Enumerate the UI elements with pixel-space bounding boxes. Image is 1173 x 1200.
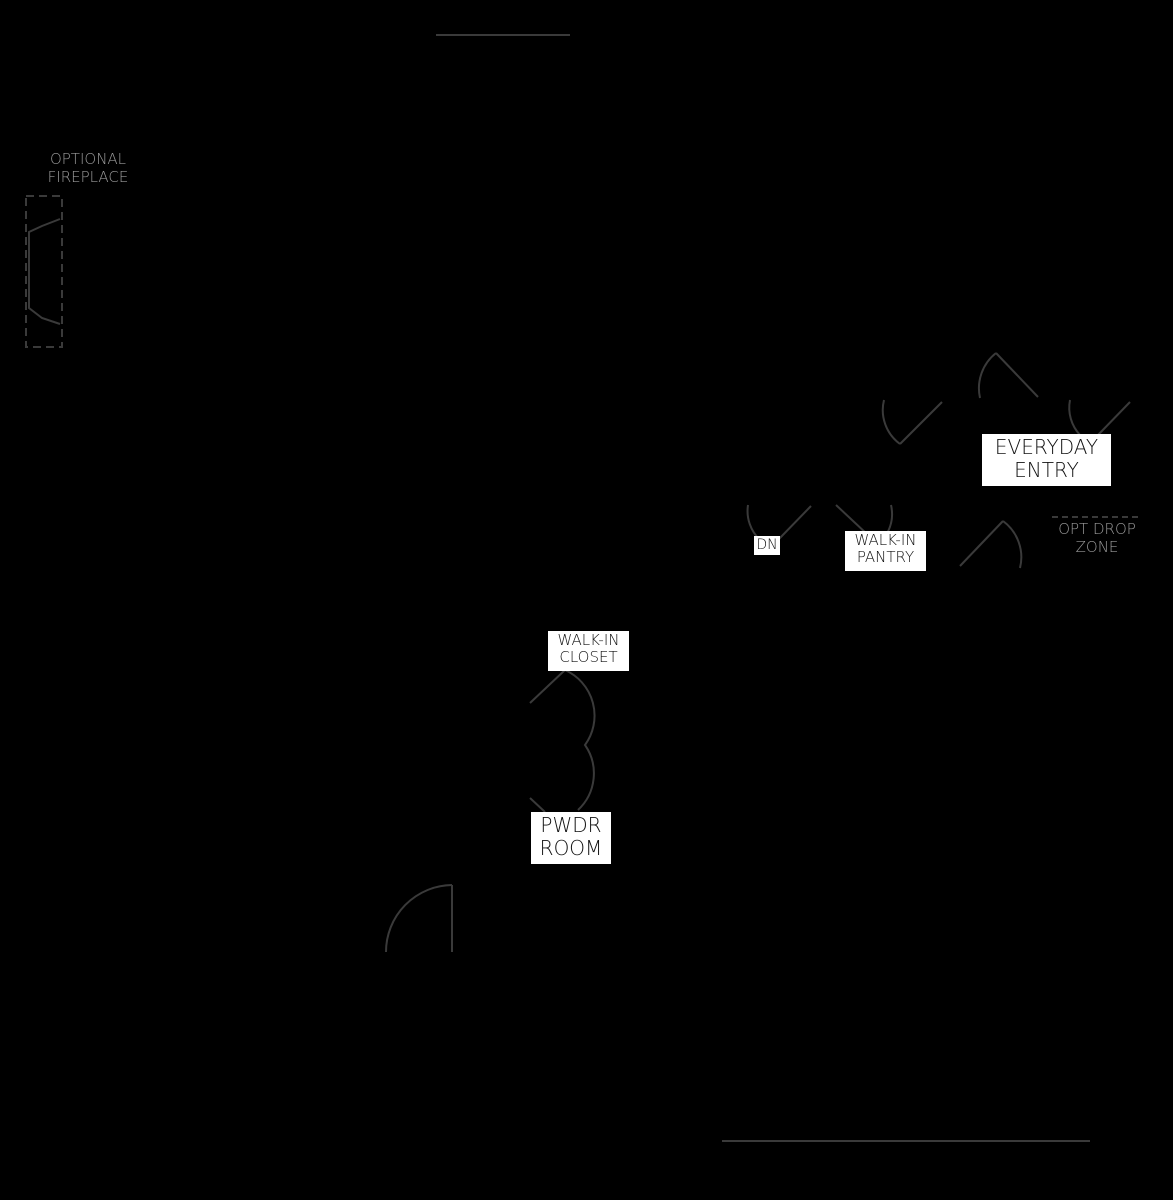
label-line: ROOM	[539, 836, 603, 860]
label-line: ZONE	[1075, 538, 1119, 556]
fireplace-outline	[25, 195, 63, 348]
pwdr-room-label: PWDR ROOM	[531, 812, 611, 864]
walk-in-pantry-label: WALK-IN PANTRY	[845, 531, 926, 571]
opt-drop-zone-label: OPT DROP ZONE	[1050, 520, 1144, 556]
everyday-entry-label: EVERYDAY ENTRY	[982, 434, 1111, 486]
dn-label: DN	[754, 536, 780, 555]
optional-fireplace-label: OPTIONAL FIREPLACE	[30, 150, 146, 186]
door-swings	[385, 352, 1131, 953]
walk-in-closet-label: WALK-IN CLOSET	[548, 631, 629, 671]
label-line: DN	[756, 537, 778, 553]
label-line: OPTIONAL	[49, 150, 127, 168]
label-line: EVERYDAY	[994, 435, 1099, 459]
label-line: OPT DROP	[1058, 520, 1136, 538]
label-line: CLOSET	[559, 648, 618, 667]
label-line: WALK-IN	[557, 631, 620, 649]
label-line: PWDR	[540, 813, 602, 837]
label-line: ENTRY	[1014, 458, 1079, 482]
label-line: WALK-IN	[854, 531, 917, 549]
label-line: PANTRY	[856, 548, 915, 567]
label-line: FIREPLACE	[47, 168, 129, 186]
